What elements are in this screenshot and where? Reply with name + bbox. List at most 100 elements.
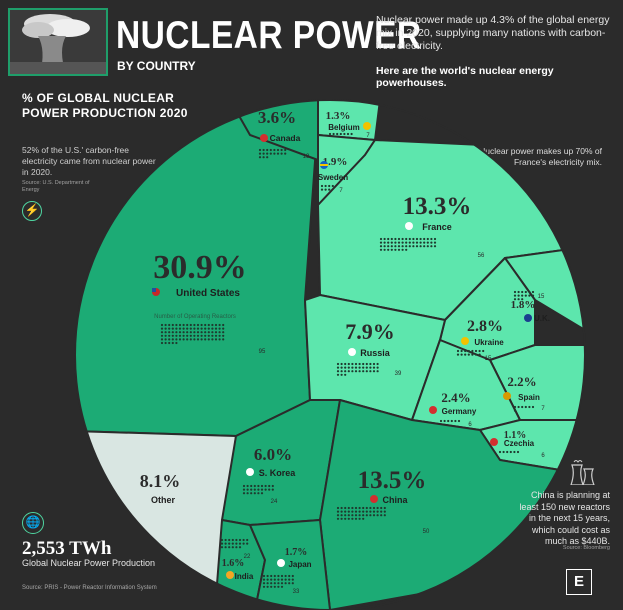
reactor-dot — [189, 327, 192, 330]
chart-title: % OF GLOBAL NUCLEAR POWER PRODUCTION 202… — [22, 91, 188, 120]
reactor-dot — [211, 323, 214, 327]
reactor-dot — [521, 290, 524, 294]
reactor-dot — [365, 514, 368, 517]
reactor-dot — [196, 334, 200, 337]
reactor-dot — [266, 152, 269, 155]
reactor-dot — [372, 362, 376, 366]
reactor-dot — [273, 585, 276, 588]
reactor-dot — [231, 542, 234, 545]
reactor-dot — [383, 245, 386, 248]
reactor-dot — [343, 132, 346, 136]
reactor-dot — [439, 419, 443, 423]
reactor-dot — [193, 323, 196, 327]
reactor-dot — [164, 331, 167, 334]
japan-name: Japan — [288, 560, 311, 569]
reactor-dot — [218, 327, 221, 330]
reactor-dot — [178, 323, 182, 327]
reactor-dot — [390, 237, 393, 241]
reactor-dot — [383, 248, 386, 251]
reactor-dot — [182, 323, 185, 327]
belgium-share: 1.3% — [326, 110, 351, 122]
reactor-dot — [250, 492, 253, 495]
reactor-dot — [369, 506, 372, 510]
reactor-dot — [228, 538, 231, 542]
reactor-dot — [387, 241, 390, 244]
reactor-dot — [401, 237, 404, 241]
reactor-dot — [200, 331, 203, 334]
reactor-dot — [467, 349, 470, 353]
label-germany: 2.4% Germany 6 — [441, 390, 477, 428]
reactor-dot — [222, 338, 225, 341]
reactor-dot — [460, 353, 463, 356]
reactor-dot — [218, 323, 221, 327]
reactor-dot — [182, 338, 185, 341]
reactor-dot — [235, 538, 238, 542]
russia-reactors: 39 — [395, 371, 402, 377]
reactor-dot — [365, 510, 368, 513]
reactor-dot — [200, 323, 203, 327]
reactor-dot — [277, 582, 280, 585]
czechia-share: 1.1% — [504, 430, 527, 441]
reactor-dot — [336, 362, 340, 366]
reactor-dot — [277, 585, 280, 588]
reactor-dot — [253, 492, 256, 495]
reactor-dot — [207, 323, 210, 327]
reactor-dot — [186, 323, 189, 327]
reactor-dot — [171, 331, 174, 334]
reactor-dot — [260, 492, 264, 495]
reactor-dot — [164, 323, 167, 327]
reactor-dot — [271, 484, 274, 488]
reactor-dot — [419, 237, 422, 241]
reactor-dot — [408, 245, 411, 248]
reactor-dot — [291, 582, 294, 585]
reactor-dot — [347, 370, 350, 373]
reactor-dot — [266, 585, 269, 588]
china-note: China is planning at least 150 new react… — [519, 490, 610, 546]
reactor-dot — [358, 506, 361, 510]
reactor-dot — [204, 331, 207, 334]
reactor-dot — [211, 331, 214, 334]
label-india: 1.6% India 22 — [222, 554, 254, 581]
label-sweden: 1.9% Sweden 7 — [318, 156, 348, 194]
czechia-reactors: 6 — [541, 453, 545, 459]
reactor-dot — [214, 334, 218, 337]
reactor-dot — [284, 582, 287, 585]
reactor-dot — [430, 241, 433, 244]
reactor-dot — [347, 510, 350, 513]
reactor-dot — [276, 152, 280, 155]
reactor-dot — [171, 327, 174, 330]
reactor-dot — [168, 341, 171, 345]
reactor-dot — [328, 132, 332, 136]
reactor-dot — [253, 488, 256, 491]
reactor-dot — [196, 338, 200, 341]
reactor-dot — [362, 366, 365, 369]
reactor-dot — [513, 409, 517, 412]
reactor-dot — [280, 582, 284, 585]
reactor-dot — [426, 237, 429, 241]
reactor-dot — [168, 323, 171, 327]
reactor-dot — [220, 542, 224, 545]
reactor-dot — [200, 327, 203, 330]
reactor-dot — [211, 334, 214, 337]
reactor-dot — [270, 574, 273, 578]
reactor-dots — [160, 132, 535, 588]
reactor-dot — [193, 331, 196, 334]
reactor-dot — [266, 156, 269, 159]
cell-japan — [249, 519, 331, 610]
reactor-dot — [344, 506, 347, 510]
reactor-dot — [354, 370, 358, 373]
reactor-dot — [430, 237, 433, 241]
czechia-name: Czechia — [504, 439, 535, 448]
reactor-dot — [405, 241, 408, 244]
reactor-dot — [517, 405, 520, 409]
reactor-dot — [175, 341, 178, 345]
reactor-dot — [164, 334, 167, 337]
label-canada: 3.6% Canada 19 — [258, 108, 310, 160]
reactor-dot — [238, 538, 242, 542]
reactor-dot — [397, 237, 401, 241]
reactor-dot — [242, 492, 246, 495]
canada-name: Canada — [270, 133, 301, 143]
reactor-dot — [412, 237, 415, 241]
reactor-dot — [339, 132, 342, 136]
reactor-dot — [347, 362, 350, 366]
